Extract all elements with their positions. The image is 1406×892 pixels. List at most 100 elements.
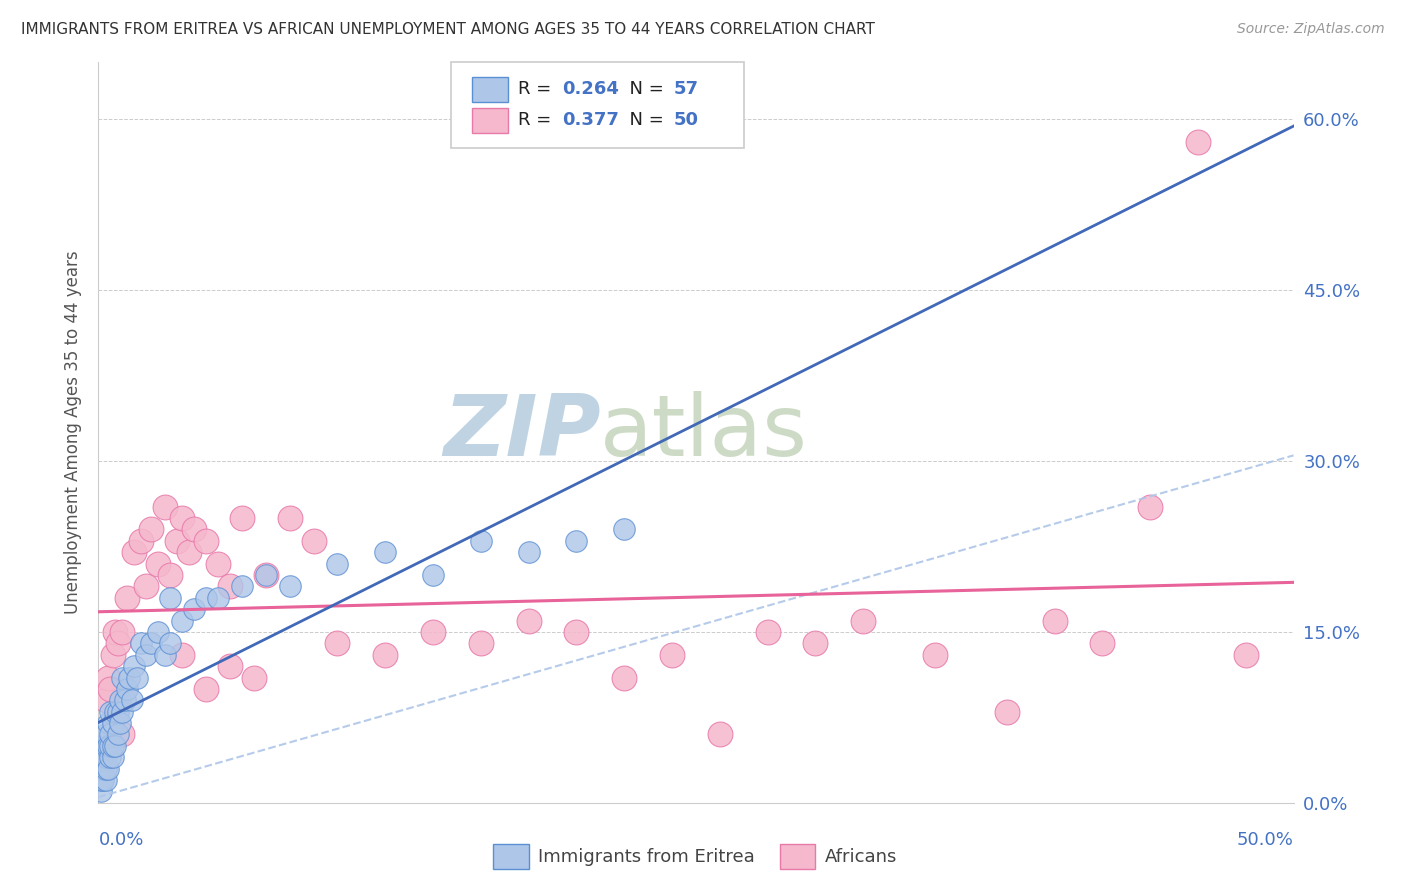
Point	[97, 739, 120, 753]
Point	[195, 533, 218, 548]
Point	[422, 568, 444, 582]
Point	[219, 579, 242, 593]
Point	[131, 636, 153, 650]
Point	[179, 545, 201, 559]
Point	[108, 693, 131, 707]
Point	[155, 500, 177, 514]
Point	[124, 659, 146, 673]
Point	[254, 568, 277, 582]
Point	[1234, 648, 1257, 662]
Point	[139, 636, 162, 650]
Point	[98, 727, 122, 741]
Point	[565, 533, 588, 548]
Point	[254, 568, 277, 582]
Text: 0.0%: 0.0%	[98, 831, 143, 849]
Text: Source: ZipAtlas.com: Source: ZipAtlas.com	[1237, 22, 1385, 37]
Point	[97, 671, 120, 685]
Point	[470, 636, 492, 650]
Point	[121, 693, 143, 707]
Point	[94, 762, 117, 776]
Point	[90, 772, 112, 787]
Point	[125, 671, 148, 685]
Point	[852, 614, 875, 628]
Point	[231, 579, 253, 593]
Point	[111, 727, 134, 741]
Point	[1091, 636, 1114, 650]
Text: 0.377: 0.377	[562, 112, 619, 129]
Point	[278, 511, 301, 525]
Point	[924, 648, 946, 662]
Text: 57: 57	[673, 80, 699, 98]
Text: IMMIGRANTS FROM ERITREA VS AFRICAN UNEMPLOYMENT AMONG AGES 35 TO 44 YEARS CORREL: IMMIGRANTS FROM ERITREA VS AFRICAN UNEMP…	[21, 22, 875, 37]
Point	[613, 523, 636, 537]
Text: 50: 50	[673, 112, 699, 129]
Point	[231, 511, 253, 525]
Point	[94, 772, 117, 787]
Point	[995, 705, 1018, 719]
Point	[101, 750, 124, 764]
Point	[91, 739, 114, 753]
Point	[155, 648, 177, 662]
Point	[101, 716, 124, 731]
Point	[613, 671, 636, 685]
Point	[94, 739, 117, 753]
Point	[104, 705, 127, 719]
Text: R =: R =	[517, 112, 557, 129]
Point	[91, 750, 114, 764]
Point	[207, 591, 229, 605]
Point	[91, 762, 114, 776]
Point	[131, 533, 153, 548]
FancyBboxPatch shape	[451, 62, 744, 147]
Bar	[472, 77, 509, 102]
Text: Africans: Africans	[825, 848, 897, 866]
Point	[326, 636, 349, 650]
Text: N =: N =	[619, 112, 669, 129]
Point	[98, 705, 122, 719]
Point	[115, 681, 138, 696]
Point	[108, 716, 131, 731]
Point	[148, 557, 170, 571]
Point	[97, 716, 120, 731]
Point	[107, 705, 129, 719]
Point	[326, 557, 349, 571]
Point	[115, 591, 138, 605]
Point	[172, 614, 194, 628]
Point	[422, 624, 444, 639]
Point	[107, 636, 129, 650]
Point	[135, 648, 157, 662]
Point	[159, 591, 181, 605]
Point	[104, 624, 127, 639]
Bar	[494, 844, 529, 870]
Point	[207, 557, 229, 571]
Point	[94, 727, 117, 741]
Point	[517, 614, 540, 628]
Point	[1139, 500, 1161, 514]
Point	[148, 624, 170, 639]
Point	[278, 579, 301, 593]
Text: atlas: atlas	[600, 391, 808, 475]
Point	[90, 762, 112, 776]
Point	[183, 523, 205, 537]
Y-axis label: Unemployment Among Ages 35 to 44 years: Unemployment Among Ages 35 to 44 years	[63, 251, 82, 615]
Point	[661, 648, 683, 662]
Point	[1043, 614, 1066, 628]
Point	[111, 705, 134, 719]
Point	[470, 533, 492, 548]
Point	[98, 750, 122, 764]
Point	[219, 659, 242, 673]
Point	[94, 750, 117, 764]
Point	[94, 693, 117, 707]
Point	[114, 693, 136, 707]
Point	[91, 772, 114, 787]
Point	[195, 681, 218, 696]
Point	[135, 579, 157, 593]
Text: R =: R =	[517, 80, 557, 98]
Point	[97, 762, 120, 776]
Text: 0.264: 0.264	[562, 80, 619, 98]
Point	[374, 648, 396, 662]
Point	[118, 671, 141, 685]
Point	[98, 739, 122, 753]
Point	[172, 511, 194, 525]
Point	[172, 648, 194, 662]
Text: 50.0%: 50.0%	[1237, 831, 1294, 849]
